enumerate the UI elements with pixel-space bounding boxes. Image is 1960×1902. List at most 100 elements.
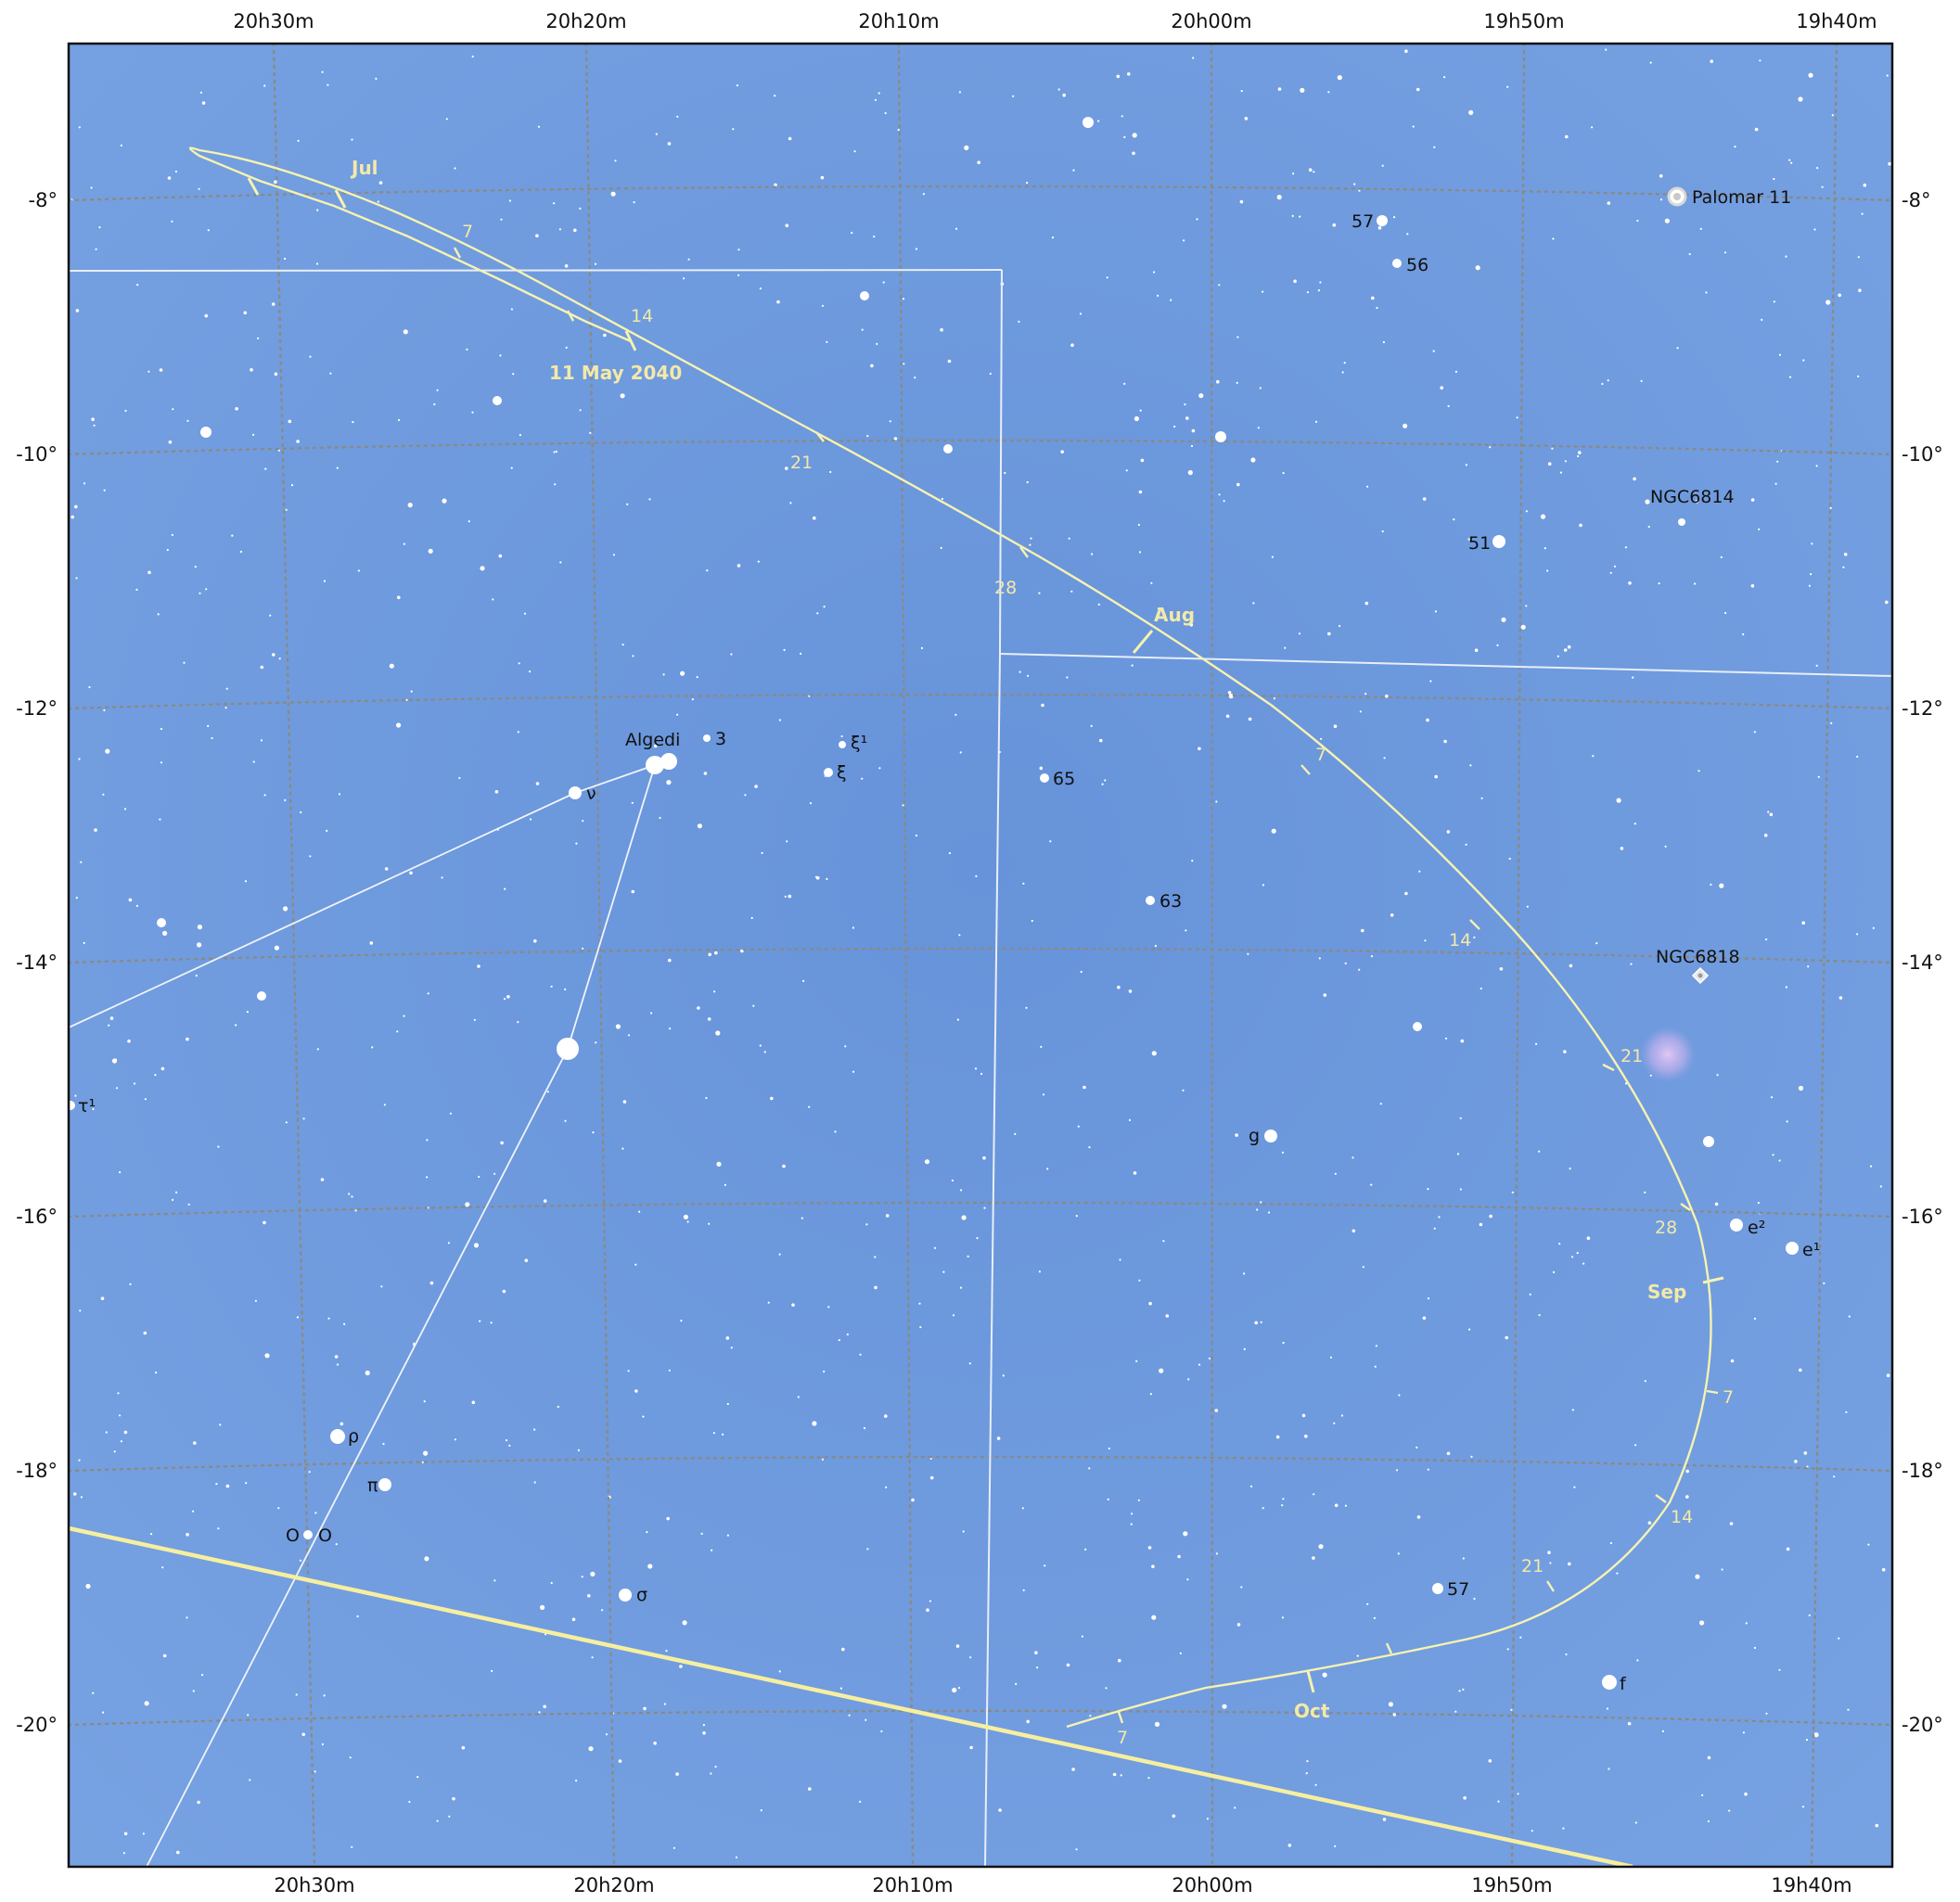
faint-star <box>821 1458 825 1461</box>
star-3 <box>703 734 711 742</box>
faint-star <box>1695 500 1699 504</box>
faint-star <box>78 758 81 760</box>
faint-star <box>1376 306 1378 310</box>
faint-star <box>1473 1597 1476 1601</box>
faint-star <box>1075 1848 1078 1851</box>
faint-star <box>465 1202 470 1207</box>
faint-star <box>85 1583 91 1589</box>
faint-star <box>1535 1042 1538 1045</box>
faint-star-field <box>70 48 1891 1858</box>
faint-star <box>523 612 527 615</box>
faint-star <box>974 1067 978 1070</box>
faint-star <box>1710 59 1713 63</box>
faint-star <box>1262 1507 1264 1510</box>
faint-star <box>1863 183 1867 187</box>
faint-star <box>1765 938 1768 941</box>
faint-star <box>1531 1830 1533 1832</box>
faint-star <box>1049 840 1052 843</box>
faint-star <box>382 1442 385 1446</box>
day-tick <box>1602 1063 1615 1072</box>
faint-star <box>653 744 658 748</box>
star-label-63: 63 <box>1159 891 1182 912</box>
faint-star <box>384 867 389 871</box>
faint-star <box>272 653 275 657</box>
faint-star <box>74 1094 77 1097</box>
faint-star <box>757 560 760 563</box>
faint-star <box>235 407 238 411</box>
faint-star <box>579 207 582 210</box>
faint-star <box>1150 581 1153 584</box>
faint-star <box>1856 933 1859 936</box>
faint-star <box>473 1018 476 1021</box>
faint-star <box>1306 291 1309 294</box>
star-label-51: 51 <box>1468 533 1491 554</box>
faint-star <box>1427 1468 1429 1471</box>
faint-star <box>666 780 672 785</box>
faint-star <box>504 887 506 890</box>
faint-star <box>1127 72 1131 76</box>
faint-star <box>1276 195 1282 200</box>
faint-star <box>1467 538 1470 541</box>
faint-star <box>72 1492 77 1496</box>
faint-star <box>1875 1823 1879 1828</box>
faint-star <box>1057 88 1060 91</box>
faint-star <box>159 818 161 821</box>
faint-star <box>929 1457 932 1460</box>
faint-star <box>823 1370 826 1373</box>
faint-star <box>1162 1240 1165 1243</box>
faint-star <box>493 1172 496 1175</box>
dec-label-left: -18° <box>16 1460 58 1482</box>
faint-star <box>1036 1666 1039 1669</box>
faint-star <box>533 938 537 943</box>
faint-star <box>1525 605 1528 607</box>
faint-star <box>1778 353 1782 356</box>
faint-star <box>1130 1523 1133 1525</box>
faint-star <box>726 1534 730 1537</box>
faint-star <box>1788 376 1792 378</box>
faint-star <box>605 1733 608 1736</box>
faint-star <box>1753 731 1756 734</box>
faint-star <box>1034 1651 1038 1654</box>
faint-star <box>716 1161 722 1167</box>
faint-star <box>1567 645 1571 649</box>
dec-label-left: -12° <box>16 697 58 720</box>
faint-star <box>285 508 288 511</box>
faint-star <box>70 515 74 519</box>
faint-star <box>1235 1133 1238 1137</box>
faint-star <box>989 372 992 376</box>
faint-star <box>1334 1845 1337 1847</box>
faint-star <box>1398 1394 1401 1397</box>
ra-axis-top: 20h30m 20h20m 20h10m 20h00m 19h50m 19h40… <box>233 10 1877 32</box>
faint-star <box>1636 219 1639 223</box>
faint-star <box>1627 1721 1632 1726</box>
faint-star <box>1101 783 1104 785</box>
faint-star <box>1301 1413 1306 1418</box>
faint-star <box>162 930 168 937</box>
faint-star <box>1196 218 1198 221</box>
faint-star <box>1004 471 1006 475</box>
faint-star <box>207 724 210 728</box>
faint-star <box>800 652 802 656</box>
faint-star <box>1856 755 1859 759</box>
faint-star <box>1609 1541 1612 1545</box>
faint-star <box>1234 1806 1236 1809</box>
faint-star <box>1027 674 1030 677</box>
faint-star <box>93 424 96 427</box>
faint-star <box>1773 177 1775 181</box>
faint-star <box>1157 294 1159 297</box>
faint-star <box>397 595 401 600</box>
faint-star <box>1352 1156 1354 1159</box>
faint-star <box>615 1024 621 1029</box>
faint-star <box>1177 1554 1181 1559</box>
faint-star <box>136 284 139 287</box>
faint-star <box>1105 1687 1108 1690</box>
faint-star <box>1248 717 1252 721</box>
faint-star <box>1022 882 1025 885</box>
faint-star <box>737 249 740 251</box>
faint-star <box>627 1034 631 1037</box>
faint-star <box>1332 223 1337 227</box>
faint-star <box>314 1512 317 1514</box>
faint-star <box>195 974 198 977</box>
ra-label-bottom: 19h50m <box>1471 1874 1552 1896</box>
faint-star <box>874 1256 877 1258</box>
